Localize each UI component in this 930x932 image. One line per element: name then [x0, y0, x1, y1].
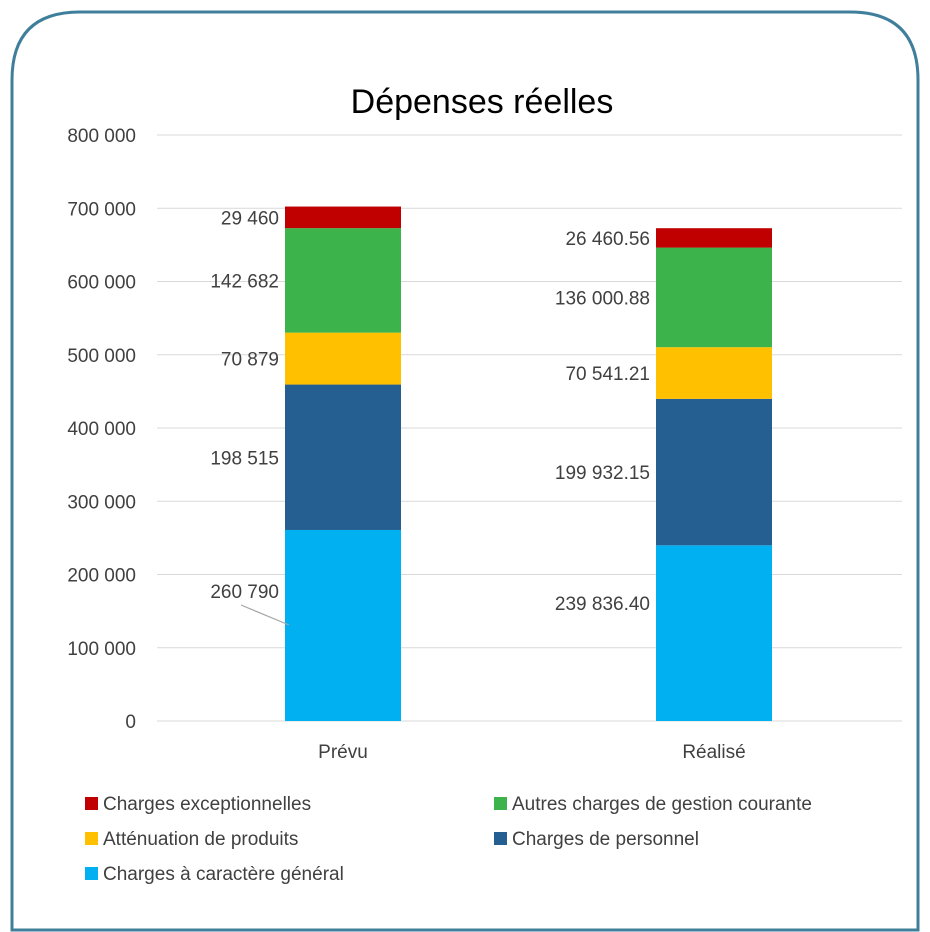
y-axis-tick-labels: 0 100 000 200 000 300 000 400 000 500 000 600 … — [67, 126, 136, 733]
bar-segment — [285, 206, 401, 229]
legend-item: Charges à caractère général — [85, 864, 344, 885]
gridlines — [157, 134, 902, 722]
bar-segment — [656, 398, 772, 546]
category-label: Réalisé — [682, 742, 745, 763]
data-label: 239 836.40 — [555, 594, 650, 615]
legend-label: Charges de personnel — [512, 829, 699, 850]
legend-item: Charges de personnel — [494, 829, 699, 850]
data-label: 136 000.88 — [555, 288, 650, 309]
bars — [285, 206, 772, 721]
legend-swatch — [85, 867, 98, 880]
bar-segment — [285, 332, 401, 385]
bar-segment — [656, 347, 772, 399]
data-label: 26 460.56 — [565, 229, 650, 250]
legend-label: Charges à caractère général — [103, 864, 344, 885]
data-label: 142 682 — [210, 271, 279, 292]
bar-segment — [656, 228, 772, 248]
bar-segment — [656, 545, 772, 721]
legend-item: Atténuation de produits — [85, 829, 298, 850]
data-labels: 260 790 198 515 70 879 142 682 29 460 239 836… — [210, 208, 650, 626]
bar-segment — [285, 228, 401, 333]
y-tick-label: 100 000 — [67, 639, 136, 660]
legend-item: Autres charges de gestion courante — [494, 794, 812, 815]
legend-label: Atténuation de produits — [103, 829, 298, 850]
category-label: Prévu — [318, 742, 368, 763]
leader-line — [240, 604, 290, 626]
y-tick-label: 600 000 — [67, 273, 136, 294]
bar-segment — [656, 247, 772, 348]
legend-swatch — [85, 832, 98, 845]
chart-title: Dépenses réelles — [351, 83, 614, 121]
y-tick-label: 200 000 — [67, 566, 136, 587]
bar-segment — [285, 529, 401, 721]
data-label: 198 515 — [210, 448, 279, 469]
data-label: 260 790 — [210, 582, 279, 603]
y-tick-label: 800 000 — [67, 126, 136, 147]
y-tick-label: 300 000 — [67, 492, 136, 513]
bar-segment — [285, 384, 401, 530]
data-label: 70 879 — [221, 350, 279, 371]
legend-swatch — [494, 797, 507, 810]
legend-label: Charges exceptionnelles — [103, 794, 311, 815]
legend: Charges exceptionnelles Autres charges de… — [85, 794, 812, 885]
legend-label: Autres charges de gestion courante — [512, 794, 812, 815]
data-label: 70 541.21 — [565, 364, 650, 385]
y-tick-label: 700 000 — [67, 199, 136, 220]
legend-item: Charges exceptionnelles — [85, 794, 311, 815]
y-tick-label: 400 000 — [67, 419, 136, 440]
category-labels: Prévu Réalisé — [318, 742, 746, 763]
data-label: 199 932.15 — [555, 463, 650, 484]
y-tick-label: 500 000 — [67, 346, 136, 367]
legend-swatch — [85, 797, 98, 810]
legend-swatch — [494, 832, 507, 845]
y-tick-label: 0 — [125, 712, 136, 733]
data-label: 29 460 — [221, 208, 279, 229]
